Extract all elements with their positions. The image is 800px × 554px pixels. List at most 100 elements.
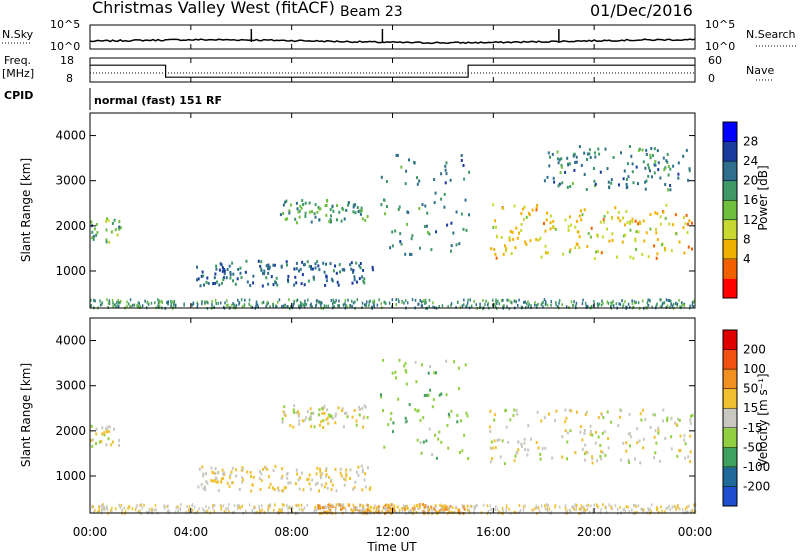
heatmap-cell — [155, 508, 157, 512]
heatmap-cell — [535, 506, 538, 510]
heatmap-cell — [105, 238, 108, 242]
heatmap-cell — [108, 240, 111, 244]
heatmap-cell — [671, 505, 673, 509]
heatmap-cell — [202, 487, 205, 491]
heatmap-cell — [226, 481, 229, 485]
heatmap-cell — [106, 504, 108, 508]
heatmap-cell — [177, 509, 179, 513]
heatmap-cell — [229, 273, 232, 277]
heatmap-cell — [292, 410, 295, 414]
heatmap-cell — [140, 512, 142, 516]
heatmap-cell — [408, 158, 410, 162]
heatmap-cell — [518, 231, 520, 235]
heatmap-cell — [593, 503, 595, 507]
heatmap-cell — [686, 510, 688, 514]
y-tick-label: 1000 — [55, 469, 86, 483]
heatmap-cell — [112, 301, 114, 305]
heatmap-cell — [324, 505, 326, 509]
heatmap-cell — [661, 302, 664, 306]
heatmap-cell — [206, 276, 209, 280]
heatmap-cell — [303, 283, 306, 287]
heatmap-cell — [301, 199, 304, 203]
heatmap-cell — [347, 298, 349, 302]
heatmap-cell — [407, 211, 410, 214]
heatmap-cell — [295, 201, 298, 205]
heatmap-cell — [312, 411, 315, 415]
heatmap-cell — [638, 439, 641, 443]
x-axis: 00:00 04:00 08:00 12:00 16:00 20:00 00:00 — [73, 25, 712, 539]
heatmap-cell — [281, 489, 283, 493]
heatmap-cell — [336, 218, 338, 222]
heatmap-cell — [682, 154, 685, 158]
heatmap-cell — [160, 299, 163, 303]
heatmap-cell — [365, 304, 368, 308]
heatmap-cell — [514, 246, 517, 250]
heatmap-cell — [257, 305, 259, 309]
heatmap-cell — [361, 217, 364, 221]
heatmap-cell — [560, 163, 563, 167]
heatmap-cell — [364, 472, 366, 476]
heatmap-cell — [440, 510, 442, 514]
heatmap-cell — [214, 298, 217, 302]
heatmap-cell — [167, 509, 170, 513]
heatmap-cell — [564, 218, 567, 222]
heatmap-cell — [327, 503, 330, 507]
heatmap-cell — [444, 181, 447, 185]
heatmap-cell — [450, 302, 453, 306]
heatmap-cell — [508, 238, 511, 242]
heatmap-cell — [318, 504, 321, 508]
heatmap-cell — [684, 222, 687, 226]
heatmap-cell — [202, 474, 205, 478]
heatmap-cell — [631, 220, 634, 224]
heatmap-cell — [325, 506, 328, 509]
heatmap-cell — [518, 503, 521, 507]
heatmap-cell — [625, 505, 628, 508]
heatmap-cell — [567, 228, 570, 232]
heatmap-cell — [635, 230, 638, 234]
heatmap-cell — [366, 215, 369, 218]
heatmap-cell — [326, 486, 329, 490]
heatmap-cell — [584, 413, 587, 416]
heatmap-cell — [479, 302, 481, 306]
heatmap-cell — [310, 415, 312, 419]
heatmap-cell — [359, 212, 362, 216]
heatmap-cell — [489, 429, 492, 433]
heatmap-cell — [118, 503, 120, 507]
heatmap-cell — [536, 410, 539, 414]
heatmap-cell — [522, 508, 525, 512]
heatmap-cell — [548, 412, 550, 416]
heatmap-cell — [576, 410, 578, 414]
heatmap-cell — [541, 504, 543, 508]
heatmap-cell — [490, 508, 492, 511]
heatmap-cell — [354, 300, 356, 304]
heatmap-cell — [667, 165, 670, 168]
heatmap-cell — [614, 504, 617, 508]
heatmap-cell — [427, 508, 430, 512]
heatmap-cell — [281, 417, 284, 421]
heatmap-cell — [250, 304, 252, 308]
heatmap-cell — [236, 504, 239, 508]
heatmap-cell — [352, 205, 355, 209]
heatmap-cell — [583, 173, 586, 176]
heatmap-cell — [304, 214, 307, 218]
heatmap-cell — [603, 430, 606, 434]
heatmap-cell — [665, 159, 668, 163]
heatmap-cell — [440, 197, 443, 201]
heatmap-cell — [671, 304, 674, 308]
heatmap-cell — [410, 237, 413, 241]
heatmap-cell — [107, 301, 110, 305]
heatmap-cell — [265, 304, 267, 308]
heatmap-cell — [314, 203, 317, 207]
heatmap-cell — [583, 428, 586, 432]
heatmap-cell — [527, 424, 530, 428]
heatmap-cell — [300, 282, 303, 286]
heatmap-cell — [272, 486, 274, 490]
heatmap-cell — [242, 478, 244, 482]
heatmap-cell — [216, 280, 218, 284]
heatmap-cell — [129, 305, 131, 309]
heatmap-cell — [253, 506, 255, 510]
heatmap-cell — [338, 304, 341, 308]
heatmap-cell — [331, 279, 334, 283]
heatmap-cell — [666, 304, 669, 308]
